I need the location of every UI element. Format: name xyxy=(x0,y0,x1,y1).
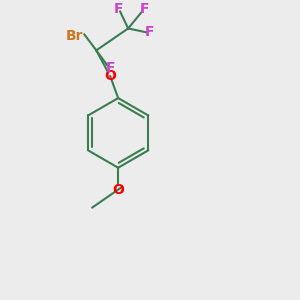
Text: Br: Br xyxy=(66,29,83,44)
Text: O: O xyxy=(104,69,116,83)
Text: F: F xyxy=(145,26,155,39)
Text: F: F xyxy=(139,2,149,16)
Text: O: O xyxy=(112,183,124,196)
Text: F: F xyxy=(113,2,123,16)
Text: F: F xyxy=(106,61,115,75)
